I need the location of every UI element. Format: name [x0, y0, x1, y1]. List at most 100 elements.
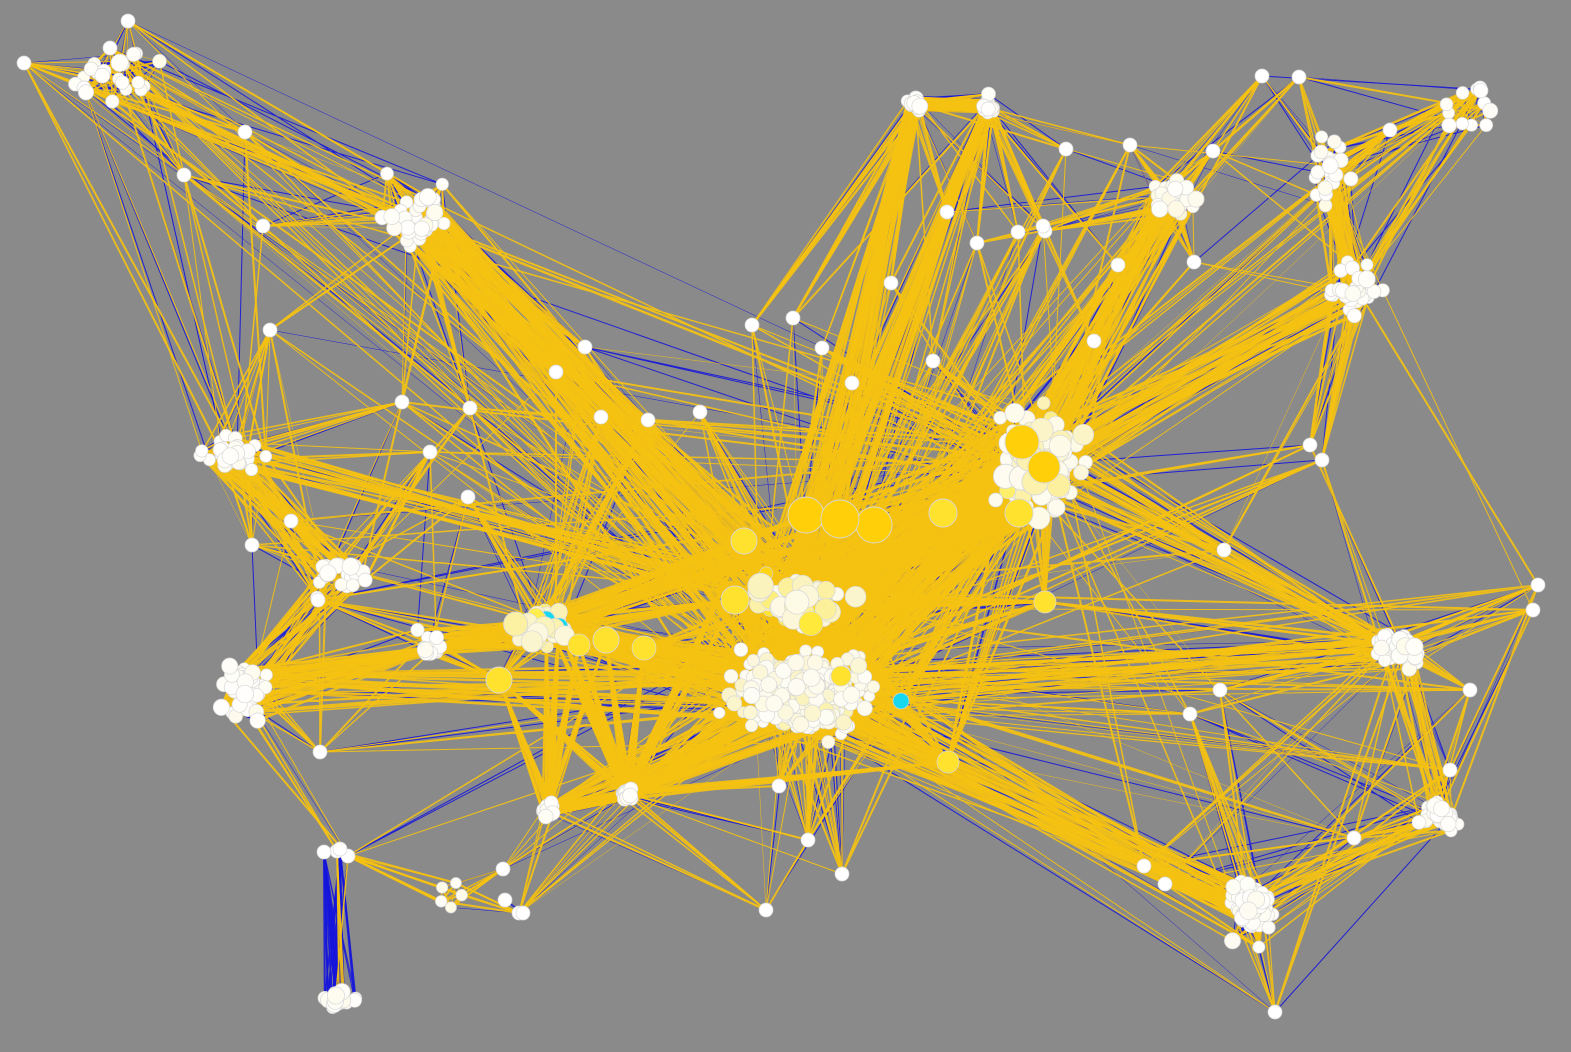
- graph-node[interactable]: [110, 53, 129, 72]
- graph-node[interactable]: [357, 572, 373, 588]
- graph-node[interactable]: [816, 580, 836, 600]
- graph-node[interactable]: [102, 40, 118, 56]
- graph-node[interactable]: [435, 177, 449, 191]
- graph-node-hub[interactable]: [1004, 424, 1040, 460]
- graph-node[interactable]: [495, 861, 511, 877]
- graph-node[interactable]: [1110, 257, 1126, 273]
- graph-node[interactable]: [422, 444, 438, 460]
- graph-node-hub[interactable]: [730, 527, 758, 555]
- graph-node[interactable]: [312, 744, 328, 760]
- graph-node[interactable]: [221, 447, 240, 465]
- graph-node[interactable]: [1036, 396, 1051, 410]
- graph-node[interactable]: [520, 630, 544, 653]
- graph-node[interactable]: [332, 841, 348, 857]
- graph-node[interactable]: [1343, 171, 1359, 187]
- graph-node[interactable]: [814, 340, 830, 356]
- graph-node[interactable]: [1455, 117, 1469, 131]
- graph-node[interactable]: [1212, 682, 1228, 698]
- graph-node[interactable]: [939, 204, 955, 220]
- node-layer[interactable]: [16, 13, 1546, 1020]
- graph-node[interactable]: [1225, 878, 1242, 895]
- graph-node[interactable]: [640, 412, 656, 428]
- graph-node[interactable]: [1530, 577, 1546, 593]
- graph-node[interactable]: [622, 787, 638, 804]
- graph-node[interactable]: [1346, 308, 1362, 324]
- graph-node-hub[interactable]: [592, 626, 620, 654]
- graph-node[interactable]: [1473, 82, 1489, 99]
- graph-node[interactable]: [326, 986, 345, 1005]
- graph-node[interactable]: [334, 577, 349, 592]
- graph-node[interactable]: [94, 67, 111, 84]
- graph-node[interactable]: [152, 54, 167, 69]
- graph-node[interactable]: [1167, 200, 1185, 218]
- graph-node[interactable]: [1302, 437, 1318, 453]
- graph-node[interactable]: [538, 808, 554, 825]
- graph-node-hub[interactable]: [720, 585, 750, 615]
- graph-node[interactable]: [747, 572, 774, 600]
- graph-node[interactable]: [1048, 434, 1072, 458]
- graph-node[interactable]: [259, 450, 273, 463]
- graph-node[interactable]: [835, 714, 852, 731]
- graph-node[interactable]: [380, 166, 394, 181]
- graph-node[interactable]: [1482, 102, 1499, 119]
- graph-node[interactable]: [849, 657, 868, 675]
- graph-node[interactable]: [16, 55, 32, 71]
- graph-node[interactable]: [814, 598, 837, 621]
- graph-node-hub[interactable]: [855, 506, 893, 544]
- graph-node[interactable]: [777, 704, 794, 721]
- graph-node-hub[interactable]: [567, 633, 591, 657]
- graph-node[interactable]: [1382, 122, 1398, 138]
- graph-node[interactable]: [1433, 800, 1450, 818]
- graph-node[interactable]: [1261, 920, 1276, 935]
- graph-node[interactable]: [221, 657, 239, 675]
- graph-node[interactable]: [237, 124, 253, 140]
- graph-node[interactable]: [1252, 940, 1266, 954]
- graph-node[interactable]: [1442, 762, 1458, 778]
- graph-node[interactable]: [1321, 157, 1339, 175]
- graph-node[interactable]: [1224, 932, 1241, 950]
- graph-node-highlighted[interactable]: [892, 692, 910, 710]
- graph-node[interactable]: [383, 208, 401, 225]
- graph-node[interactable]: [799, 644, 813, 658]
- graph-node[interactable]: [844, 375, 860, 391]
- graph-node[interactable]: [316, 844, 332, 860]
- graph-node[interactable]: [1525, 602, 1541, 618]
- graph-node[interactable]: [195, 444, 209, 458]
- graph-node[interactable]: [1313, 144, 1329, 160]
- graph-node[interactable]: [1004, 402, 1025, 424]
- graph-node[interactable]: [462, 400, 478, 416]
- graph-node[interactable]: [760, 676, 778, 693]
- graph-node-hub[interactable]: [1033, 590, 1057, 614]
- graph-node[interactable]: [713, 706, 726, 719]
- graph-node[interactable]: [1187, 190, 1205, 208]
- graph-node[interactable]: [1167, 180, 1184, 197]
- graph-node-hub[interactable]: [631, 635, 657, 661]
- graph-node[interactable]: [577, 339, 593, 355]
- graph-node[interactable]: [1151, 200, 1169, 218]
- graph-node[interactable]: [746, 653, 760, 667]
- graph-node[interactable]: [345, 578, 360, 593]
- graph-node[interactable]: [1010, 224, 1026, 240]
- graph-node[interactable]: [319, 564, 337, 582]
- graph-node[interactable]: [1073, 464, 1089, 481]
- graph-node[interactable]: [426, 204, 444, 221]
- graph-node[interactable]: [436, 881, 449, 894]
- graph-node[interactable]: [969, 235, 985, 251]
- graph-node[interactable]: [821, 735, 836, 749]
- graph-node[interactable]: [1072, 423, 1095, 446]
- graph-node[interactable]: [692, 404, 708, 420]
- graph-node[interactable]: [743, 687, 761, 705]
- graph-node[interactable]: [925, 353, 941, 369]
- graph-node-hub[interactable]: [830, 665, 852, 687]
- graph-node[interactable]: [980, 101, 996, 117]
- graph-node[interactable]: [399, 219, 416, 236]
- graph-node[interactable]: [455, 888, 468, 902]
- graph-node[interactable]: [1310, 165, 1326, 180]
- graph-node[interactable]: [497, 892, 513, 908]
- graph-node[interactable]: [77, 84, 95, 101]
- graph-node[interactable]: [803, 704, 822, 722]
- graph-node[interactable]: [1136, 858, 1152, 874]
- graph-node[interactable]: [262, 322, 278, 338]
- graph-node[interactable]: [416, 641, 434, 659]
